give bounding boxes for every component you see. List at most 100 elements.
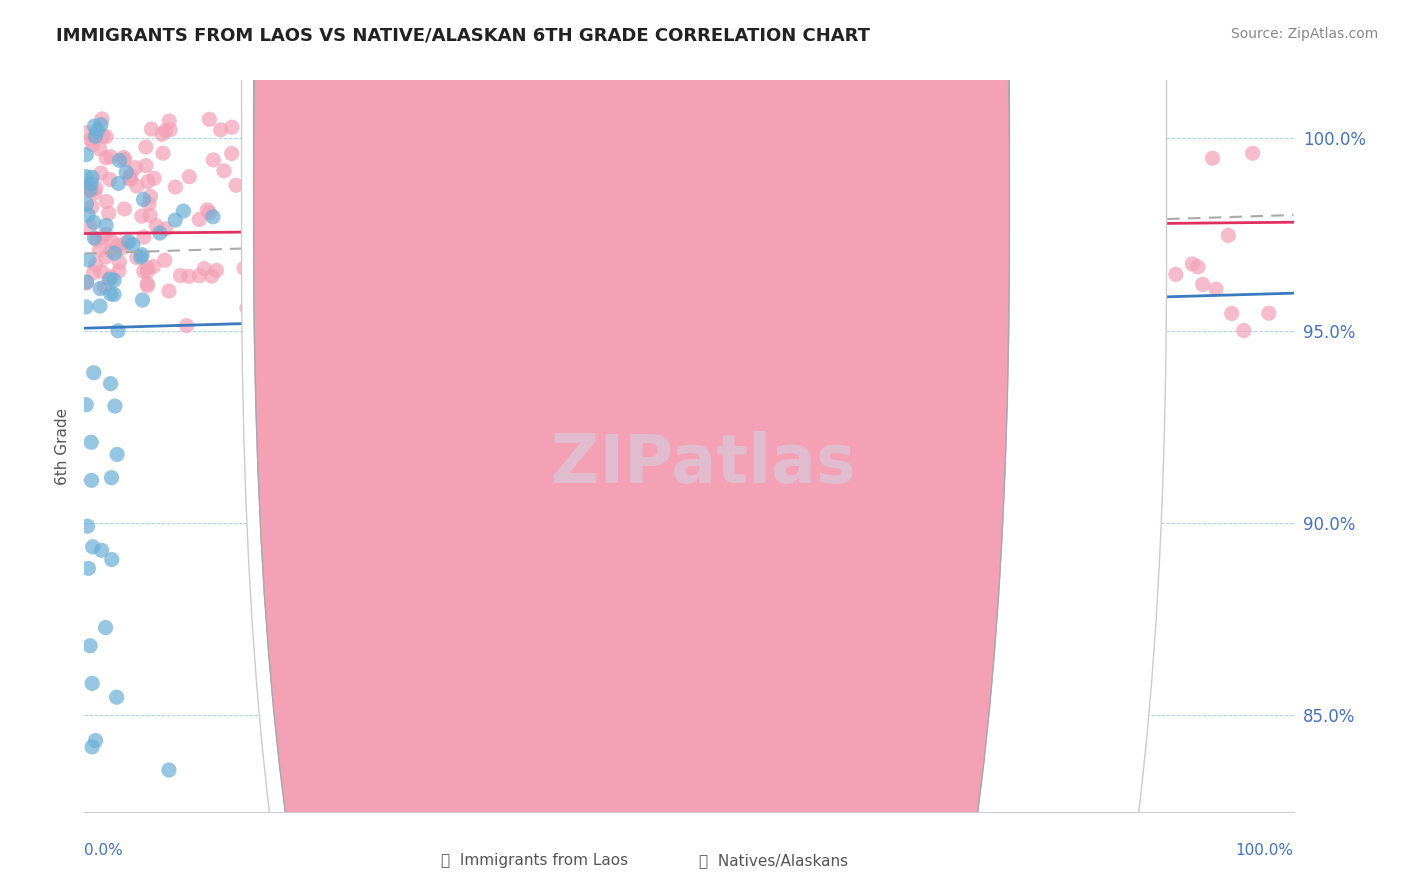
Point xyxy=(149,226,172,240)
Point xyxy=(1022,278,1045,293)
Point xyxy=(1043,252,1066,266)
Point xyxy=(205,263,228,277)
Point xyxy=(107,177,129,191)
Point xyxy=(246,267,269,281)
Point xyxy=(100,244,122,258)
Point xyxy=(131,248,153,262)
Point xyxy=(94,227,117,242)
Point xyxy=(803,252,825,266)
Point xyxy=(1122,158,1144,172)
Point xyxy=(1201,151,1223,165)
Point xyxy=(1081,317,1104,331)
Point xyxy=(396,211,419,226)
Point xyxy=(179,169,201,184)
Point xyxy=(838,301,860,315)
Point xyxy=(136,260,159,275)
Point xyxy=(80,200,103,214)
Point xyxy=(98,272,121,286)
Point xyxy=(91,129,114,144)
Point xyxy=(1035,245,1057,260)
Point xyxy=(792,228,814,243)
Point xyxy=(129,250,152,264)
Point xyxy=(273,300,295,314)
Point xyxy=(100,287,122,301)
Point xyxy=(135,140,157,154)
Point xyxy=(94,151,117,165)
Point xyxy=(292,175,315,189)
Point xyxy=(98,172,121,186)
Point xyxy=(73,126,96,140)
Point xyxy=(125,251,148,265)
Point xyxy=(77,561,100,575)
Text: ZIPatlas: ZIPatlas xyxy=(551,431,855,497)
Point xyxy=(259,185,281,199)
Point xyxy=(82,739,104,754)
Point xyxy=(273,121,295,136)
Point xyxy=(550,264,572,278)
Point xyxy=(75,183,97,197)
Point xyxy=(90,166,112,180)
Point xyxy=(176,318,198,333)
Point xyxy=(172,204,194,219)
Point xyxy=(1205,282,1227,296)
Point xyxy=(309,211,332,225)
Point xyxy=(89,299,111,313)
Point xyxy=(342,153,364,168)
Point xyxy=(82,676,104,690)
Point xyxy=(538,285,561,299)
Point xyxy=(373,277,395,292)
FancyBboxPatch shape xyxy=(253,0,1010,892)
Text: ⬜  Natives/Alaskans: ⬜ Natives/Alaskans xyxy=(699,854,848,868)
Point xyxy=(432,323,454,337)
Point xyxy=(655,341,678,355)
Point xyxy=(1114,263,1136,277)
Point xyxy=(1046,164,1069,178)
Point xyxy=(406,607,429,622)
Point xyxy=(90,112,112,126)
Point xyxy=(150,128,173,142)
Point xyxy=(284,260,307,274)
FancyBboxPatch shape xyxy=(253,0,1010,892)
Point xyxy=(221,146,243,161)
Point xyxy=(470,336,492,351)
Point xyxy=(153,253,176,268)
Point xyxy=(83,119,105,133)
Point xyxy=(1218,228,1240,243)
Point xyxy=(1257,306,1279,320)
Point xyxy=(94,129,117,144)
Point xyxy=(1122,276,1144,290)
Point xyxy=(720,244,742,258)
Point xyxy=(90,118,112,132)
Point xyxy=(76,275,98,289)
Point xyxy=(132,193,155,207)
Point xyxy=(75,147,97,161)
Point xyxy=(90,265,112,279)
Point xyxy=(100,269,122,284)
Point xyxy=(188,212,211,227)
Point xyxy=(588,115,610,129)
Point xyxy=(169,268,191,283)
Point xyxy=(903,304,925,318)
Point xyxy=(96,219,118,233)
Point xyxy=(114,153,136,167)
Point xyxy=(1060,255,1083,269)
Point xyxy=(110,241,132,255)
Point xyxy=(531,310,554,325)
Point xyxy=(198,205,221,219)
Point xyxy=(434,240,457,254)
Point xyxy=(75,300,97,314)
Text: 0.060: 0.060 xyxy=(692,196,740,211)
Point xyxy=(84,181,107,195)
Point xyxy=(80,183,103,197)
Text: N =: N = xyxy=(731,123,765,138)
Point xyxy=(131,209,153,223)
Point xyxy=(165,213,187,227)
Point xyxy=(90,543,112,558)
Point xyxy=(314,126,336,140)
Point xyxy=(356,190,378,204)
Point xyxy=(79,639,101,653)
Point xyxy=(193,261,215,276)
Point xyxy=(139,208,162,222)
Point xyxy=(97,206,120,220)
Point xyxy=(93,280,115,294)
